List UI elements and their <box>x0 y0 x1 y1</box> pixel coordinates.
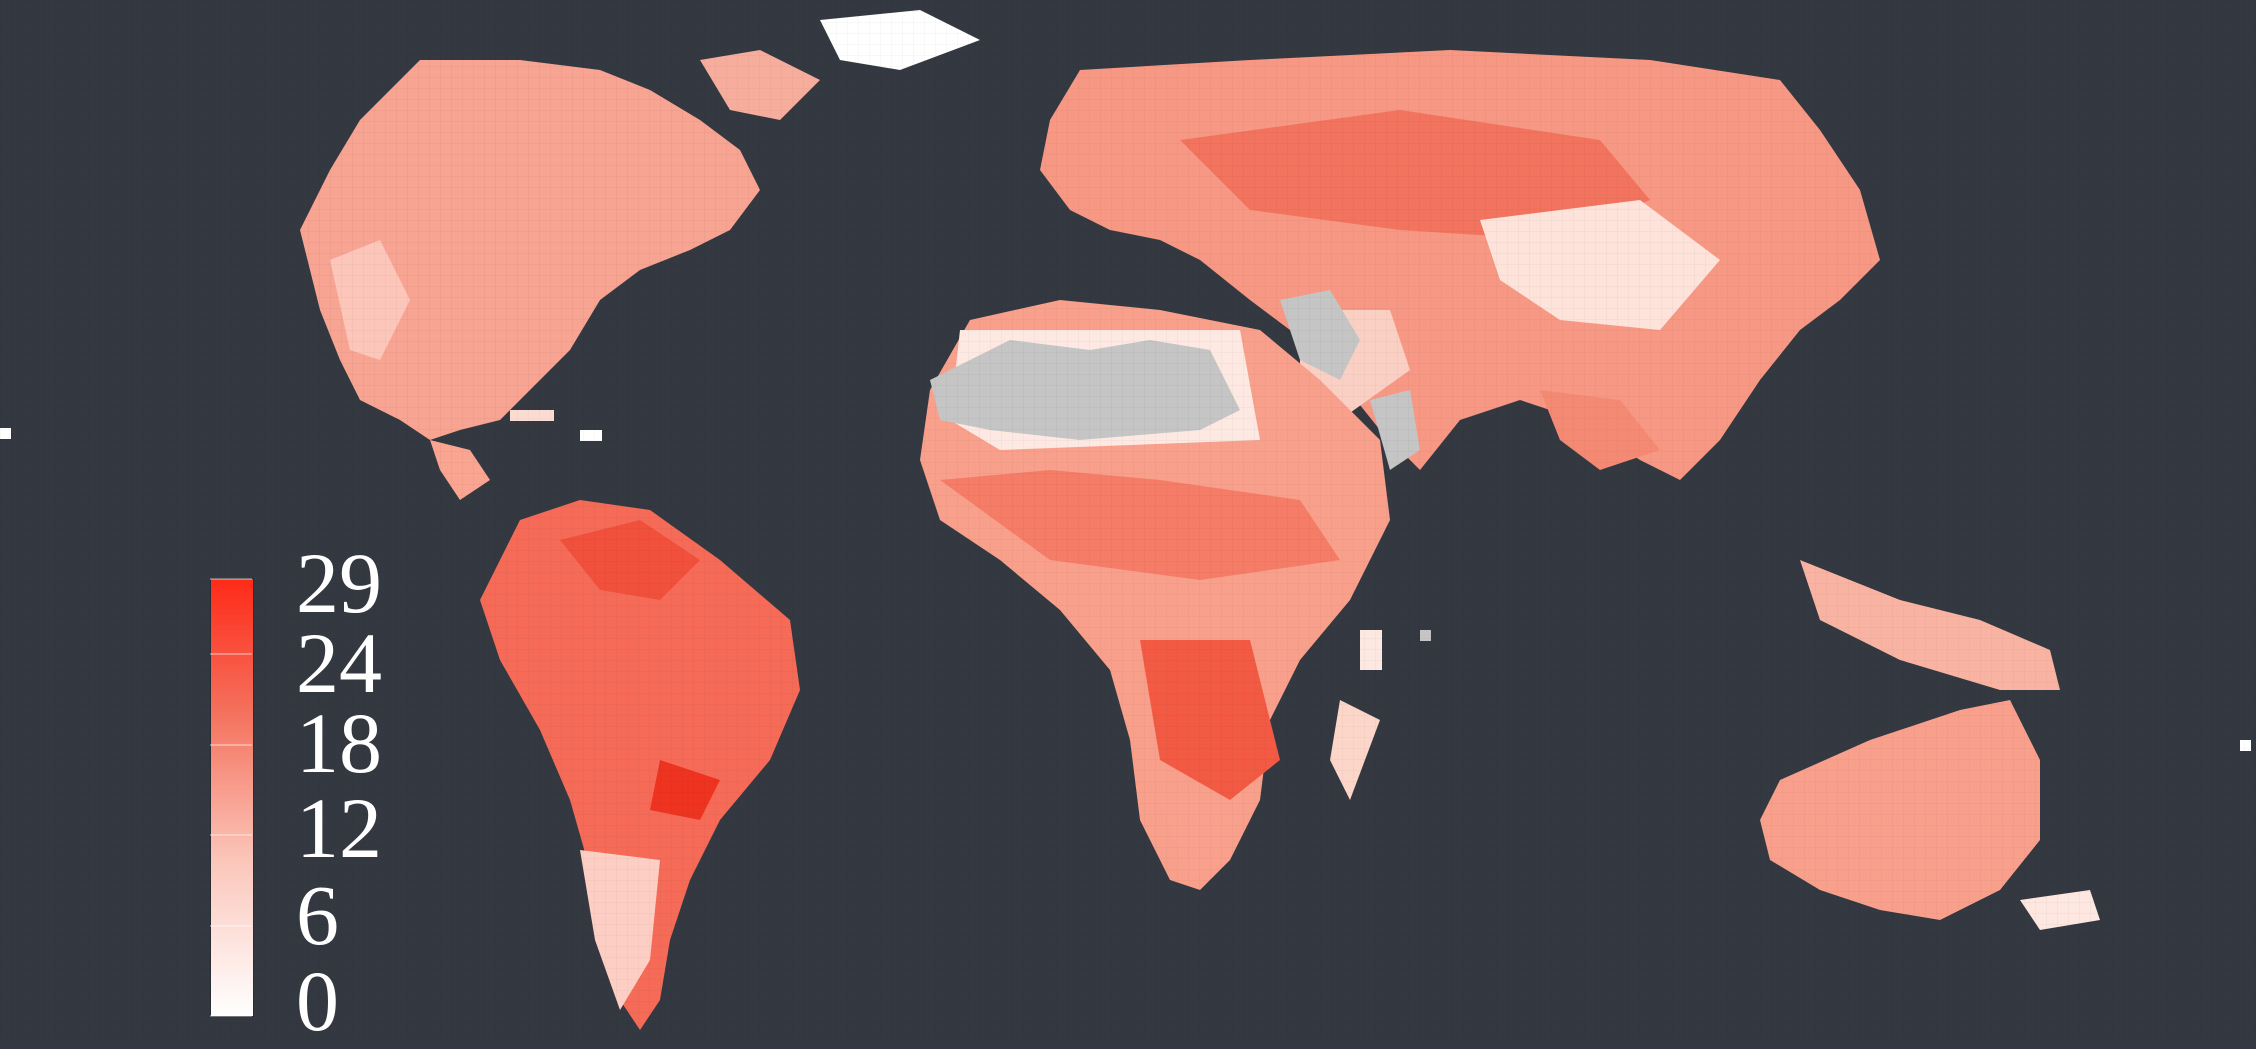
legend-label-24: 24 <box>296 615 382 711</box>
legend-label-6: 6 <box>296 867 339 963</box>
legend-tick-mark <box>210 924 252 927</box>
continent-north-america <box>300 10 980 500</box>
legend-tick-mark <box>210 578 252 580</box>
legend-label-12: 12 <box>296 780 382 876</box>
legend-label-0: 0 <box>296 953 339 1049</box>
continent-australia <box>1760 560 2100 930</box>
legend-label-18: 18 <box>296 695 382 791</box>
continent-south-america <box>480 500 800 1030</box>
legend-colorbar <box>210 578 254 1017</box>
legend-tick-mark <box>210 653 252 656</box>
legend-tick-mark <box>210 1015 252 1017</box>
legend-tick-mark <box>210 743 252 746</box>
legend-label-29: 29 <box>296 535 382 631</box>
legend-tick-mark <box>210 834 252 837</box>
